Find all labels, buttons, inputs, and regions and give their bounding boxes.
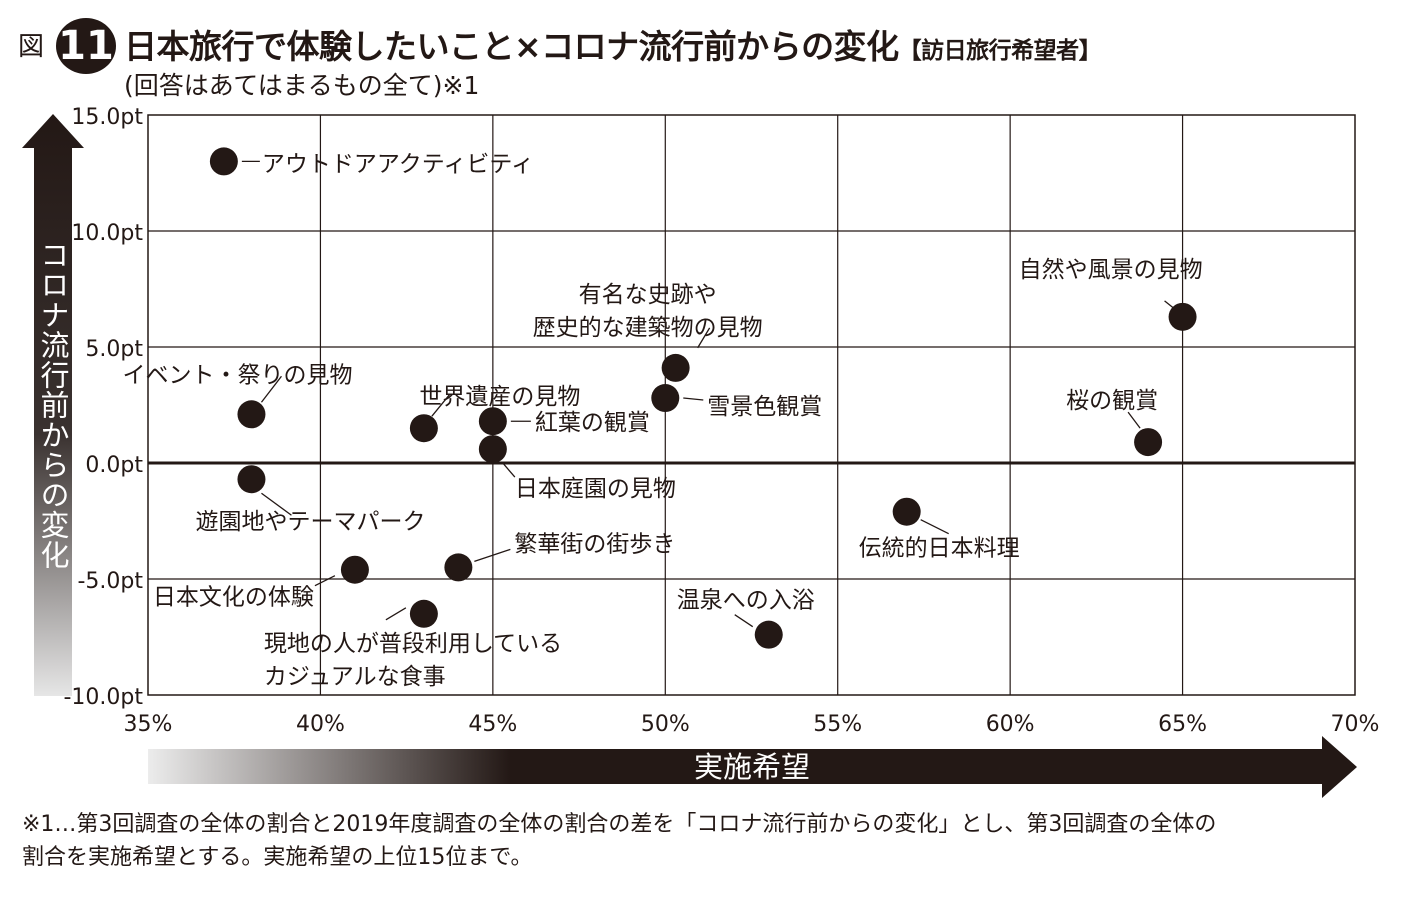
data-point (209, 147, 238, 176)
data-point (651, 384, 680, 413)
data-point (409, 599, 438, 628)
point-label: 世界遺産の見物 (419, 384, 580, 410)
x-tick-label: 55% (813, 712, 862, 737)
x-tick-label: 45% (468, 712, 517, 737)
chart-subtitle: (回答はあてはまるもの全て)※1 (124, 71, 480, 100)
x-tick-label: 35% (124, 712, 173, 737)
y-tick-labels: 15.0pt 10.0pt 5.0pt 0.0pt -5.0pt -10.0pt (63, 105, 143, 710)
x-axis-label: 実施希望 (694, 750, 810, 784)
data-point (661, 353, 690, 382)
leader-line (261, 492, 292, 516)
data-point (409, 414, 438, 443)
leader-line (697, 327, 711, 349)
y-tick-label: 15.0pt (71, 105, 143, 130)
chart-title: 日本旅行で体験したいこと×コロナ流行前からの変化【訪日旅行希望者】 (124, 20, 1102, 68)
x-tick-labels: 35% 40% 45% 50% 55% 60% 65% 70% (124, 712, 1380, 737)
figure-number: 11 (56, 18, 116, 74)
point-label: 伝統的日本料理 (859, 536, 1020, 562)
data-point (237, 400, 266, 429)
leader-line (260, 375, 282, 403)
point-label: 日本文化の体験 (153, 585, 314, 611)
point-label: イベント・祭りの見物 (122, 362, 352, 388)
leader-line (734, 614, 754, 628)
point-label: 雪景色観賞 (707, 394, 822, 420)
plot-frame (147, 114, 1356, 696)
data-point (444, 553, 473, 582)
leader-line (1127, 411, 1141, 429)
point-label: アウトドアアクティビティ (262, 151, 534, 177)
data-point (340, 555, 369, 584)
point-label: 遊園地やテーマパーク (195, 509, 425, 535)
footnote: ※1…第3回調査の全体の割合と2019年度調査の全体の割合の差を「コロナ流行前か… (22, 808, 1402, 874)
y-tick-label: -5.0pt (77, 569, 143, 594)
y-tick-label: 10.0pt (71, 221, 143, 246)
data-points (209, 147, 1197, 649)
y-tick-label: -10.0pt (63, 685, 143, 710)
leader-line (431, 393, 451, 417)
y-axis-label: コロナ流行前からの変化 (36, 240, 70, 570)
point-label-line-2: 歴史的な建築物の見物 (533, 315, 763, 341)
title-main: 日本旅行で体験したいこと×コロナ流行前からの変化 (124, 27, 899, 66)
leader-line (385, 607, 407, 621)
leader-line (683, 397, 704, 401)
x-tick-label: 65% (1158, 712, 1207, 737)
leader-line (314, 575, 336, 587)
x-tick-label: 50% (641, 712, 690, 737)
data-point (478, 435, 507, 464)
data-point (892, 497, 921, 526)
data-point (754, 620, 783, 649)
data-point (478, 407, 507, 436)
footnote-line-1: ※1…第3回調査の全体の割合と2019年度調査の全体の割合の差を「コロナ流行前か… (22, 812, 1217, 837)
figure-badge: 図 (18, 32, 45, 62)
point-label: 日本庭園の見物 (515, 476, 676, 502)
data-point (237, 465, 266, 494)
point-label: 紅葉の観賞 (535, 410, 650, 436)
grid (147, 114, 1356, 696)
leader-line (920, 519, 949, 535)
point-label: 有名な史跡や (579, 282, 717, 308)
leader-lines (241, 160, 1175, 628)
data-point (1168, 302, 1197, 331)
leader-line (474, 548, 511, 563)
y-tick-label: 0.0pt (85, 453, 143, 478)
point-label: 桜の観賞 (1066, 388, 1158, 414)
point-label: 現地の人が普段利用している (264, 631, 562, 657)
y-axis-arrow (22, 114, 84, 696)
data-point (1134, 428, 1163, 457)
title-suffix: 【訪日旅行希望者】 (898, 38, 1102, 64)
footnote-line-2: 割合を実施希望とする。実施希望の上位15位まで。 (22, 845, 533, 870)
x-axis-arrow (148, 736, 1357, 798)
point-labels: アウトドアアクティビティ自然や風景の見物有名な史跡や歴史的な建築物の見物雪景色観… (122, 151, 1202, 689)
scatter-chart: コロナ流行前からの変化 実施希望 35% 40% 45% 50% 55% 60% 65% 70… (22, 105, 1380, 798)
x-tick-label: 60% (986, 712, 1035, 737)
point-label: 繁華街の街歩き (514, 531, 675, 557)
x-tick-label: 70% (1331, 712, 1380, 737)
leader-line (502, 462, 516, 478)
point-label-line-2: カジュアルな食事 (264, 664, 446, 690)
point-label: 温泉への入浴 (677, 588, 815, 614)
point-label: 自然や風景の見物 (1019, 257, 1203, 283)
y-tick-label: 5.0pt (85, 337, 143, 362)
x-tick-label: 40% (296, 712, 345, 737)
